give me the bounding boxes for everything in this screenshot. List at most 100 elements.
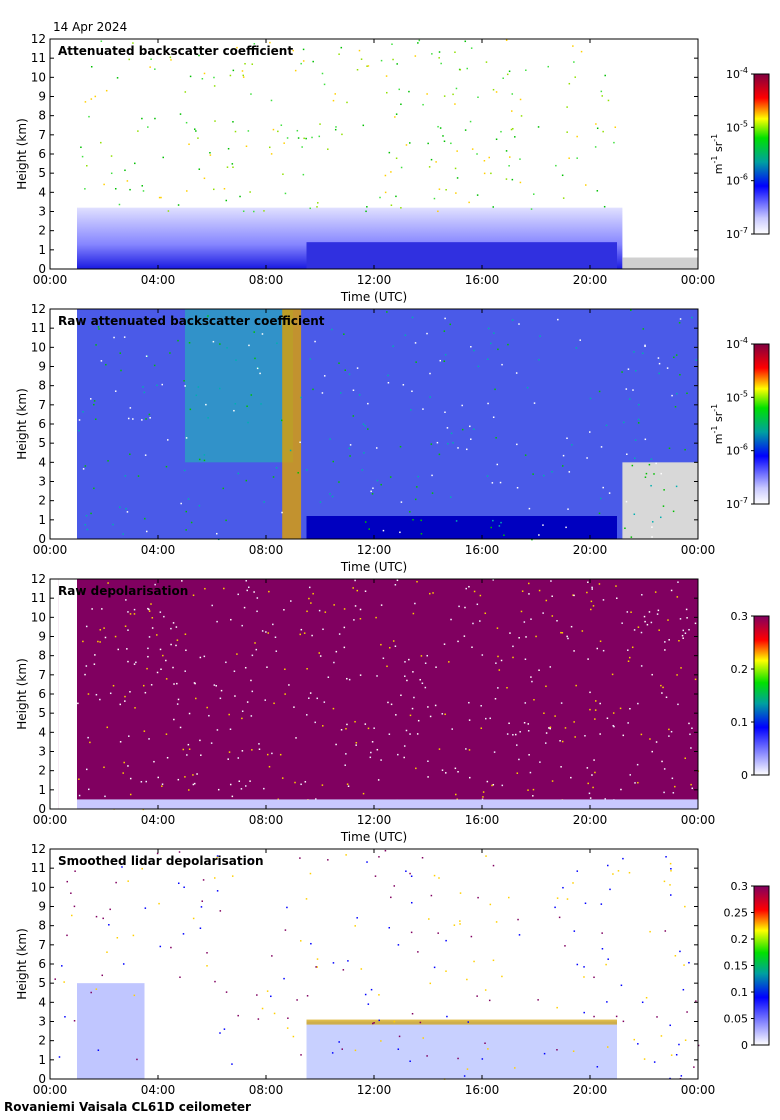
y-tick-label: 8	[38, 109, 46, 123]
y-tick-label: 10	[31, 610, 46, 624]
colorbar	[753, 615, 770, 776]
colorbar	[753, 343, 770, 505]
x-tick-label: 16:00	[465, 543, 500, 557]
colorbar-tick-label: 0.3	[731, 880, 749, 893]
panel-title: Attenuated backscatter coefficient	[58, 44, 293, 58]
y-tick-label: 9	[38, 360, 46, 374]
x-tick-label: 00:00	[33, 1083, 68, 1097]
footer-caption: Rovaniemi Vaisala CL61D ceilometer	[4, 1100, 251, 1114]
x-tick-label: 00:00	[681, 813, 716, 827]
colorbar-tick-label: 0.05	[724, 1013, 749, 1026]
y-tick-label: 0	[38, 262, 46, 276]
y-tick-label: 3	[38, 1015, 46, 1029]
colorbar-unit: m-1 sr-1	[710, 404, 725, 444]
y-tick-label: 1	[38, 513, 46, 527]
y-tick-label: 7	[38, 128, 46, 142]
y-axis-label: Height (km)	[15, 118, 29, 189]
y-tick-label: 9	[38, 900, 46, 914]
x-tick-label: 16:00	[465, 1083, 500, 1097]
colorbar-tick-label: 10-7	[726, 226, 748, 241]
x-tick-label: 00:00	[33, 543, 68, 557]
y-tick-label: 8	[38, 649, 46, 663]
x-tick-label: 20:00	[573, 813, 608, 827]
y-tick-label: 12	[31, 302, 46, 316]
x-tick-label: 20:00	[573, 543, 608, 557]
x-tick-label: 08:00	[249, 273, 284, 287]
heatmap-texture	[58, 579, 700, 811]
colorbar-tick-label: 0	[741, 769, 748, 782]
y-tick-label: 2	[38, 764, 46, 778]
y-tick-label: 7	[38, 668, 46, 682]
y-tick-label: 5	[38, 436, 46, 450]
colorbar	[753, 73, 770, 235]
y-tick-label: 9	[38, 90, 46, 104]
y-tick-label: 12	[31, 572, 46, 586]
x-tick-label: 04:00	[141, 273, 176, 287]
y-tick-label: 8	[38, 919, 46, 933]
y-tick-label: 3	[38, 745, 46, 759]
x-tick-label: 20:00	[573, 273, 608, 287]
x-tick-label: 00:00	[33, 273, 68, 287]
x-tick-label: 04:00	[141, 1083, 176, 1097]
x-tick-label: 08:00	[249, 543, 284, 557]
colorbar-unit: m-1 sr-1	[710, 134, 725, 174]
colorbar-tick-label: 10-4	[726, 66, 748, 81]
colorbar	[753, 885, 770, 1046]
y-tick-label: 12	[31, 32, 46, 46]
colorbar-tick-label: 0.2	[731, 663, 749, 676]
x-tick-label: 04:00	[141, 813, 176, 827]
heatmap-texture	[54, 849, 700, 1080]
y-tick-label: 1	[38, 243, 46, 257]
heatmap-texture	[77, 39, 698, 269]
y-axis-label: Height (km)	[15, 388, 29, 459]
x-tick-label: 00:00	[33, 813, 68, 827]
panel-title: Smoothed lidar depolarisation	[58, 854, 264, 868]
colorbar-tick-label: 0.25	[724, 907, 749, 920]
y-tick-label: 11	[31, 861, 46, 875]
colorbar-tick-label: 0.1	[731, 716, 749, 729]
y-tick-label: 2	[38, 1034, 46, 1048]
y-tick-label: 8	[38, 379, 46, 393]
y-tick-label: 6	[38, 687, 46, 701]
y-tick-label: 0	[38, 1072, 46, 1086]
colorbar-tick-label: 10-7	[726, 496, 748, 511]
colorbar-tick-label: 10-6	[726, 173, 748, 188]
y-tick-label: 12	[31, 842, 46, 856]
x-tick-label: 08:00	[249, 813, 284, 827]
y-tick-label: 10	[31, 70, 46, 84]
colorbar-tick-label: 0.2	[731, 933, 749, 946]
y-tick-label: 6	[38, 417, 46, 431]
y-tick-label: 2	[38, 224, 46, 238]
colorbar-tick-label: 10-4	[726, 336, 748, 351]
x-tick-label: 00:00	[681, 273, 716, 287]
y-tick-label: 11	[31, 51, 46, 65]
y-tick-label: 1	[38, 1053, 46, 1067]
y-tick-label: 6	[38, 957, 46, 971]
x-tick-label: 00:00	[681, 543, 716, 557]
y-tick-label: 3	[38, 475, 46, 489]
x-tick-label: 04:00	[141, 543, 176, 557]
x-tick-label: 12:00	[357, 813, 392, 827]
y-tick-label: 1	[38, 783, 46, 797]
colorbar-tick-label: 0.15	[724, 960, 749, 973]
heatmap-texture	[77, 309, 698, 541]
x-tick-label: 16:00	[465, 813, 500, 827]
y-axis-label: Height (km)	[15, 928, 29, 999]
x-tick-label: 00:00	[681, 1083, 716, 1097]
x-tick-label: 12:00	[357, 543, 392, 557]
x-tick-label: 12:00	[357, 273, 392, 287]
y-tick-label: 4	[38, 725, 46, 739]
y-tick-label: 0	[38, 532, 46, 546]
panel-title: Raw attenuated backscatter coefficient	[58, 314, 325, 328]
colorbar-tick-label: 10-5	[726, 119, 748, 134]
y-tick-label: 10	[31, 880, 46, 894]
x-tick-label: 16:00	[465, 273, 500, 287]
x-axis-label: Time (UTC)	[340, 290, 407, 304]
panel-title: Raw depolarisation	[58, 584, 188, 598]
y-tick-label: 2	[38, 494, 46, 508]
colorbar-tick-label: 10-5	[726, 389, 748, 404]
